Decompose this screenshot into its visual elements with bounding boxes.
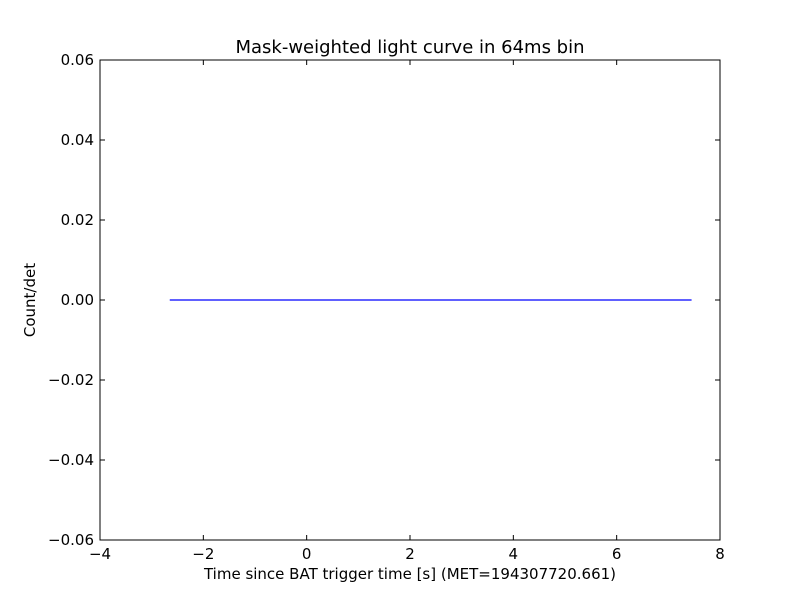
x-tick-label: −4 — [89, 545, 111, 563]
x-tick-label: 0 — [302, 545, 312, 563]
chart-title: Mask-weighted light curve in 64ms bin — [235, 37, 584, 58]
x-tick-label: 6 — [612, 545, 622, 563]
y-tick-label: 0.02 — [61, 211, 94, 229]
x-tick-label: −2 — [192, 545, 214, 563]
y-tick-label: 0.00 — [61, 291, 94, 309]
y-tick-label: 0.04 — [61, 131, 94, 149]
y-tick-label: −0.04 — [48, 451, 94, 469]
y-tick-label: 0.06 — [61, 51, 94, 69]
x-tick-label: 2 — [405, 545, 415, 563]
x-tick-label: 8 — [715, 545, 725, 563]
y-axis-label: Count/det — [21, 263, 39, 337]
axes-frame — [99, 59, 721, 541]
y-tick-label: −0.06 — [48, 531, 94, 549]
x-axis-label: Time since BAT trigger time [s] (MET=194… — [203, 565, 616, 583]
x-tick-label: 4 — [509, 545, 519, 563]
plot-area: −4 −2 0 2 4 6 8 −0.06 −0.04 −0.02 0.00 0.02 0.04 0.06 — [48, 51, 725, 563]
y-tick-label: −0.02 — [48, 371, 94, 389]
